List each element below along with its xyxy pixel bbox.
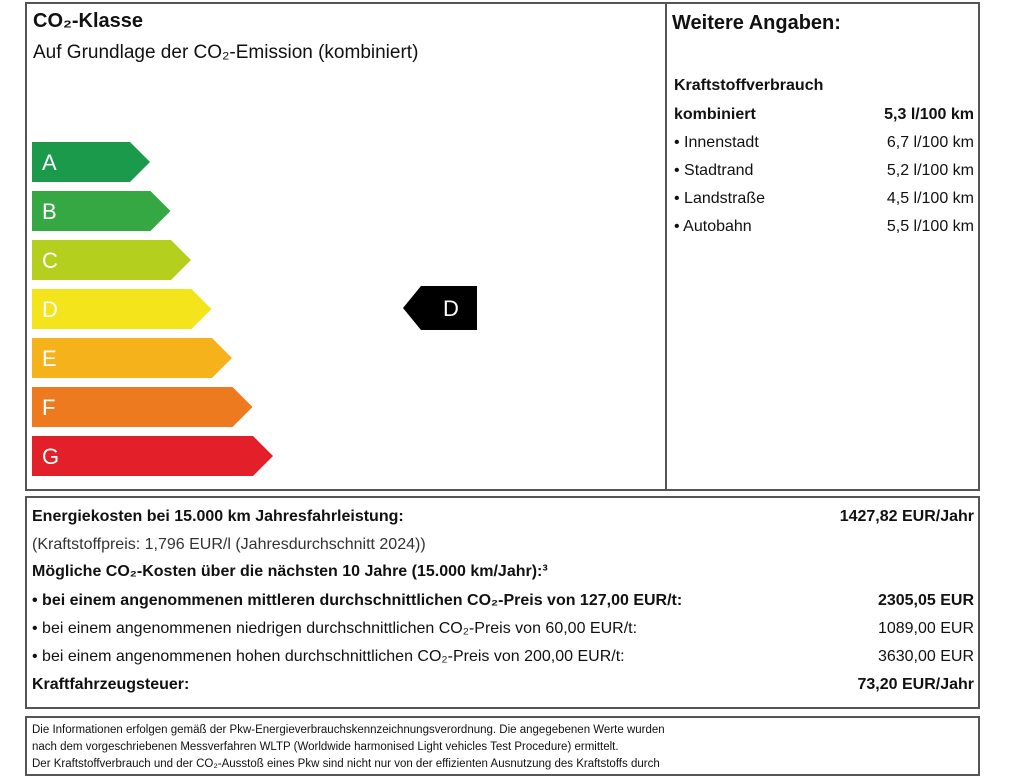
consumption-label: Innenstadt (674, 134, 759, 152)
details-title: Weitere Angaben: (672, 12, 841, 34)
label-top-box (25, 2, 980, 491)
consumption-label: kombiniert (674, 106, 756, 123)
divider (665, 2, 667, 491)
marker-arrow (403, 286, 477, 330)
class-bar: F (32, 387, 253, 427)
consumption-value: 4,5 l/100 km (886, 190, 974, 207)
co2-label: bei einem angenommenen mittleren durchsc… (32, 592, 682, 610)
consumption-row: Stadtrand 5,2 l/100 km (674, 162, 974, 188)
consumption-row: Autobahn 5,5 l/100 km (674, 218, 974, 244)
title: CO₂-Klasse (33, 10, 144, 32)
class-letter: G (42, 444, 60, 469)
consumption-label: Autobahn (674, 218, 752, 236)
class-bar: C (32, 240, 191, 280)
consumption-table: kombiniert 5,3 l/100 km Innenstadt 6,7 l/10… (674, 106, 974, 246)
energy-note: (Kraftstoffpreis: 1,796 EUR/l (Jahresdur… (32, 536, 426, 553)
co2-value: 3630,00 EUR (877, 648, 974, 665)
co2-value: 2305,05 EUR (877, 592, 974, 609)
class-letter: C (42, 248, 58, 273)
consumption-row: Landstraße 4,5 l/100 km (674, 190, 974, 216)
co2-row: bei einem angenommenen mittleren durchsc… (32, 592, 974, 618)
subtitle: Auf Grundlage der CO₂-Emission (kombinie… (33, 42, 419, 63)
class-bar: G (32, 436, 273, 476)
co2-label: bei einem angenommenen niedrigen durchsc… (32, 620, 637, 638)
class-letter: A (42, 150, 57, 175)
footer-line: Der Kraftstoffverbrauch und der CO₂-Auss… (32, 758, 660, 770)
co2-row: bei einem angenommenen hohen durchschnit… (32, 648, 974, 674)
class-letter: F (42, 395, 56, 420)
footer-line: nach dem vorgeschriebenen Messverfahren … (32, 741, 619, 753)
consumption-row: kombiniert 5,3 l/100 km (674, 106, 974, 132)
class-bar: E (32, 338, 232, 378)
co2-label: bei einem angenommenen hohen durchschnit… (32, 648, 625, 666)
class-letter: D (42, 297, 58, 322)
class-bar: A (32, 142, 150, 182)
class-letter: E (42, 346, 57, 371)
details-subtitle: Kraftstoffverbrauch (674, 77, 824, 94)
class-letter: B (42, 199, 57, 224)
consumption-value: 6,7 l/100 km (886, 134, 974, 151)
class-bar: B (32, 191, 171, 231)
current-class: D (443, 296, 459, 321)
consumption-value: 5,5 l/100 km (886, 218, 974, 235)
co2-value: 1089,00 EUR (877, 620, 974, 637)
tax-label: Kraftfahrzeugsteuer: (32, 676, 190, 693)
consumption-row: Innenstadt 6,7 l/100 km (674, 134, 974, 160)
footer-line: Die Informationen erfolgen gemäß der Pkw… (32, 724, 665, 736)
co2-heading: Mögliche CO₂-Kosten über die nächsten 10… (32, 563, 548, 580)
co2-row: bei einem angenommenen niedrigen durchsc… (32, 620, 974, 646)
current-class-marker: D (403, 286, 477, 330)
consumption-label: Landstraße (674, 190, 765, 208)
tax-value: 73,20 EUR/Jahr (857, 676, 974, 693)
energy-cost-value: 1427,82 EUR/Jahr (839, 508, 974, 525)
costs: Energiekosten bei 15.000 km Jahresfahrle… (32, 508, 974, 703)
class-bar: D (32, 289, 212, 329)
energy-cost-label: Energiekosten bei 15.000 km Jahresfahrle… (32, 508, 404, 525)
consumption-value: 5,2 l/100 km (886, 162, 974, 179)
consumption-label: Stadtrand (674, 162, 753, 180)
consumption-value: 5,3 l/100 km (884, 106, 974, 123)
costs-box (25, 496, 980, 709)
